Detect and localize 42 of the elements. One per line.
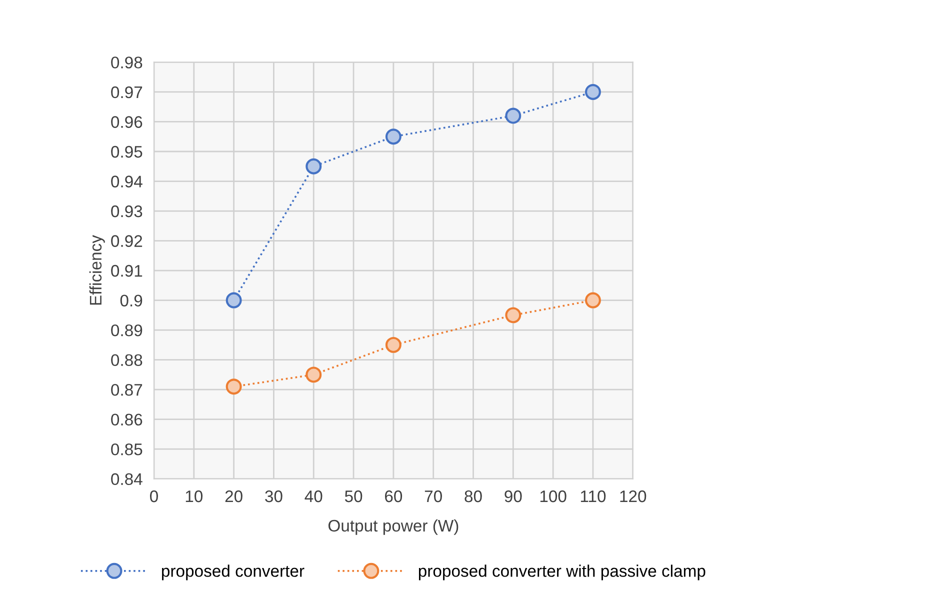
y-tick-label: 0.86 xyxy=(111,414,142,426)
y-tick-label: 0.88 xyxy=(111,354,142,366)
x-tick-label: 60 xyxy=(385,490,402,502)
point xyxy=(385,128,402,145)
y-tick-label: 0.85 xyxy=(111,443,142,456)
x-tick-label: 10 xyxy=(186,490,203,502)
point xyxy=(306,366,322,383)
point xyxy=(505,307,522,324)
y-tick-label: 0.84 xyxy=(111,473,142,486)
point xyxy=(505,108,522,124)
x-tick-label: 100 xyxy=(540,490,566,502)
x-tick-label: 90 xyxy=(504,490,522,502)
x-tick-label: 70 xyxy=(424,490,442,502)
point xyxy=(226,378,242,395)
y-tick-label: 0.93 xyxy=(111,205,142,218)
x-tick-label: 50 xyxy=(344,490,362,502)
x-tick-label: 80 xyxy=(464,490,482,502)
x-tick-label: 120 xyxy=(620,490,646,502)
point xyxy=(226,292,242,308)
y-tick-label: 0.91 xyxy=(111,264,142,277)
point xyxy=(306,158,322,174)
y-axis-title: Efficiency xyxy=(89,235,105,305)
legend-label: proposed converter xyxy=(162,564,304,580)
x-tick-label: 20 xyxy=(225,490,242,502)
point xyxy=(584,84,601,100)
legend-label: proposed converter with passive clamp xyxy=(418,564,706,580)
x-tick-label: 0 xyxy=(150,490,158,502)
x-tick-label: 110 xyxy=(580,490,606,502)
y-tick-label: 0.95 xyxy=(111,146,142,158)
y-tick-label: 0.98 xyxy=(111,56,142,68)
y-tick-label: 0.97 xyxy=(111,86,142,98)
y-tick-label: 0.96 xyxy=(111,116,142,128)
y-tick-label: 0.92 xyxy=(111,235,142,247)
x-tick-label: 30 xyxy=(265,490,282,502)
x-tick-label: 40 xyxy=(304,490,322,502)
y-tick-label: 0.87 xyxy=(111,384,142,396)
point xyxy=(385,336,402,353)
x-axis-title: Output power (W) xyxy=(328,519,458,535)
y-tick-label: 0.9 xyxy=(120,294,142,306)
y-tick-label: 0.89 xyxy=(111,324,142,336)
point xyxy=(584,292,601,308)
y-tick-label: 0.94 xyxy=(111,176,142,188)
